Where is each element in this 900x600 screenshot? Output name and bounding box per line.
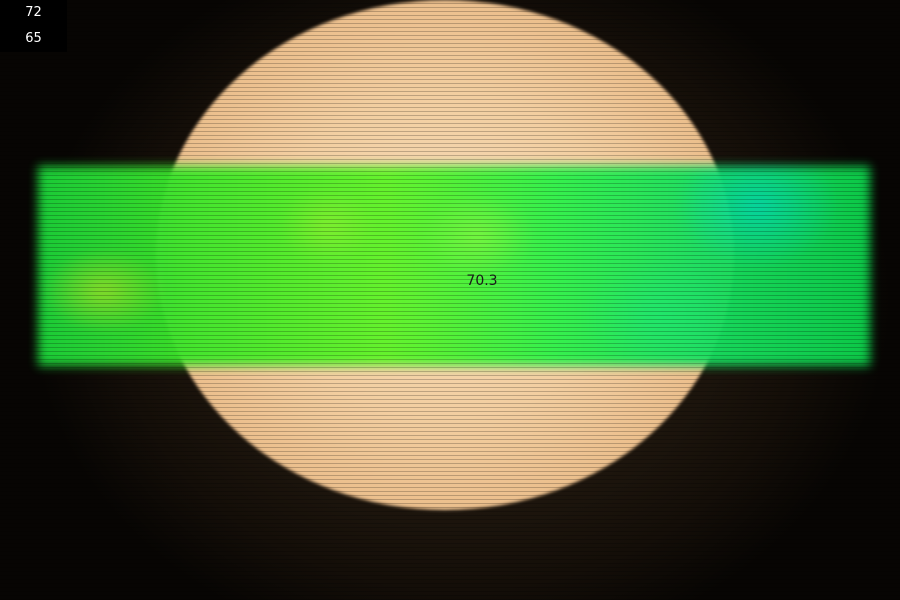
hud-bottom-value: 65 xyxy=(25,31,42,46)
green-bar xyxy=(38,166,870,366)
bar-value-label: 70.3 xyxy=(466,273,498,289)
hud-top-value: 72 xyxy=(25,5,42,20)
hud-panel: 72 65 xyxy=(0,0,67,52)
